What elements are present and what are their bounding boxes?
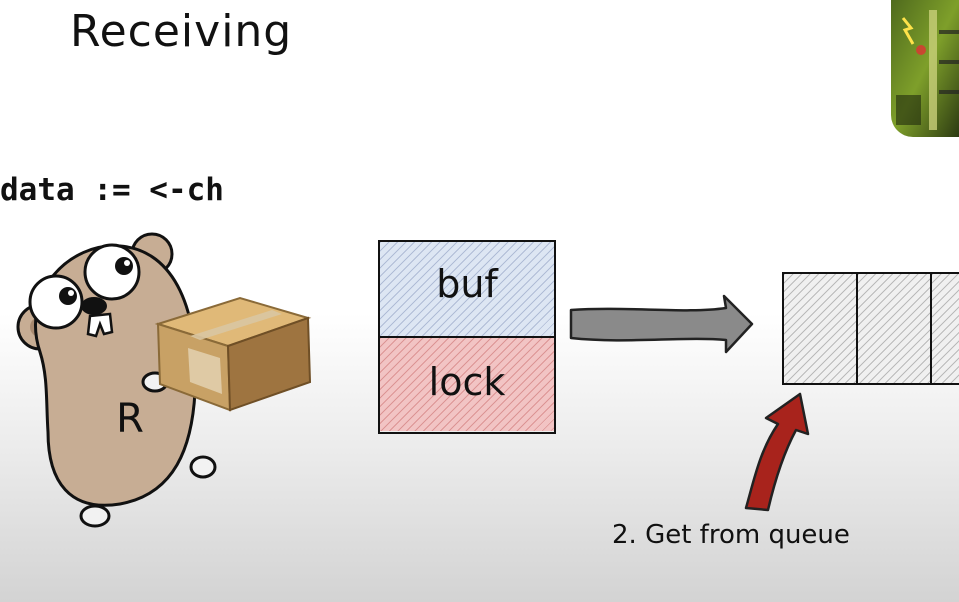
queue-slot [782,272,859,385]
gopher-label: R [116,396,144,442]
buf-label: buf [436,262,498,306]
code-snippet: data := <-ch [0,172,224,208]
circular-queue [782,272,959,385]
slide-title: Receiving [70,6,293,57]
webcam-image [891,0,959,137]
get-from-queue-arrow [744,392,810,512]
queue-slot [856,272,933,385]
gopher-illustration: R [16,232,312,528]
buf-field: buf [380,242,554,338]
queue-slot [930,272,959,385]
package-box [154,296,312,412]
lock-label: lock [428,360,506,404]
gopher-eyes [28,243,141,330]
lock-field: lock [380,338,554,431]
step-caption: 2. Get from queue [612,520,850,550]
hchan-struct: buf lock [378,240,556,434]
buf-to-queue-arrow [569,294,754,354]
webcam-thumbnail [891,0,959,137]
